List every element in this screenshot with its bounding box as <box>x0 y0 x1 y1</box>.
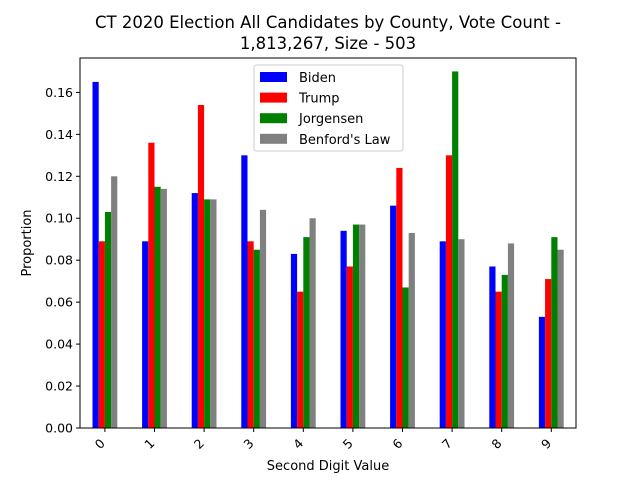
legend-label: Jorgensen <box>298 112 363 127</box>
x-axis-label: Second Digit Value <box>267 459 389 474</box>
bar-benford-s-law-5 <box>359 224 366 428</box>
legend-box <box>253 64 404 152</box>
legend-swatch <box>260 133 287 144</box>
bar-biden-0 <box>92 81 99 428</box>
bar-trump-5 <box>346 266 353 428</box>
bar-biden-7 <box>439 241 446 428</box>
bar-biden-2 <box>191 193 198 428</box>
bar-jorgensen-1 <box>154 186 161 428</box>
plot-frame <box>79 57 577 429</box>
legend-label: Benford's Law <box>299 133 391 148</box>
bar-jorgensen-2 <box>204 199 211 428</box>
chart-title-line-2: 1,813,267, Size - 503 <box>240 34 416 53</box>
bar-jorgensen-6 <box>402 287 409 428</box>
bars-group <box>92 71 564 429</box>
bar-trump-4 <box>297 291 304 428</box>
bar-benford-s-law-4 <box>309 218 316 428</box>
bar-trump-0 <box>98 241 105 428</box>
y-axis-label: Proportion <box>20 209 35 276</box>
legend-label: Biden <box>299 71 336 86</box>
bar-trump-9 <box>545 279 552 428</box>
legend-label: Trump <box>298 92 340 107</box>
bar-jorgensen-5 <box>352 224 360 428</box>
bar-jorgensen-9 <box>551 237 558 428</box>
x-axis: 0 1 2 3 4 5 6 7 8 9 <box>92 428 554 452</box>
legend-swatch <box>260 72 287 82</box>
bar-biden-6 <box>390 205 397 428</box>
bar-trump-7 <box>445 155 453 428</box>
bar-trump-2 <box>197 104 205 428</box>
y-tick-label: 0.10 <box>45 211 73 226</box>
x-tick-label: 0 <box>92 436 108 452</box>
x-tick-label: 1 <box>141 436 157 452</box>
y-tick-label: 0.12 <box>45 169 73 184</box>
bar-biden-5 <box>340 230 347 428</box>
bar-trump-3 <box>247 241 254 428</box>
x-tick-label: 2 <box>191 436 207 452</box>
bar-biden-9 <box>538 316 546 428</box>
bar-benford-s-law-9 <box>557 249 564 428</box>
bar-benford-s-law-1 <box>160 188 167 428</box>
y-tick-label: 0.02 <box>45 379 73 394</box>
legend: Biden Trump Jorgensen Benford's Law <box>253 64 404 152</box>
bar-trump-8 <box>495 291 502 428</box>
y-tick-label: 0.08 <box>45 253 73 268</box>
x-tick-label: 3 <box>240 436 256 452</box>
bar-biden-3 <box>241 155 248 428</box>
legend-swatch <box>260 92 287 103</box>
bar-trump-1 <box>148 142 155 429</box>
x-tick-label: 6 <box>389 436 405 452</box>
legend-swatch <box>260 113 287 124</box>
x-tick-label: 4 <box>290 436 306 452</box>
x-tick-label: 8 <box>488 436 504 452</box>
x-tick-label: 7 <box>439 436 455 452</box>
bar-jorgensen-8 <box>501 274 508 428</box>
bar-biden-1 <box>142 241 149 428</box>
x-tick-label: 9 <box>538 436 554 452</box>
bar-jorgensen-0 <box>104 211 112 428</box>
y-tick-label: 0.00 <box>45 421 73 436</box>
y-tick-label: 0.14 <box>45 127 73 142</box>
chart-title-line-1: CT 2020 Election All Candidates by Count… <box>95 13 561 32</box>
bar-benford-s-law-3 <box>259 209 267 428</box>
bar-benford-s-law-0 <box>111 176 118 428</box>
y-tick-label: 0.06 <box>45 295 73 310</box>
y-tick-label: 0.16 <box>45 85 73 100</box>
bar-biden-8 <box>489 266 496 428</box>
y-tick-label: 0.04 <box>45 337 73 352</box>
bar-benford-s-law-7 <box>458 239 465 428</box>
bar-jorgensen-7 <box>452 71 459 429</box>
y-axis: 0.00 0.02 0.04 0.06 0.08 0.10 0.12 0.14 0.16 <box>45 85 80 436</box>
bar-jorgensen-4 <box>303 237 310 428</box>
bar-benford-s-law-6 <box>408 232 415 428</box>
bar-trump-6 <box>396 167 403 428</box>
bar-biden-4 <box>290 253 298 428</box>
x-tick-label: 5 <box>340 436 356 452</box>
bar-jorgensen-3 <box>253 249 260 428</box>
bar-benford-s-law-8 <box>507 243 515 428</box>
bar-benford-s-law-2 <box>210 199 217 428</box>
